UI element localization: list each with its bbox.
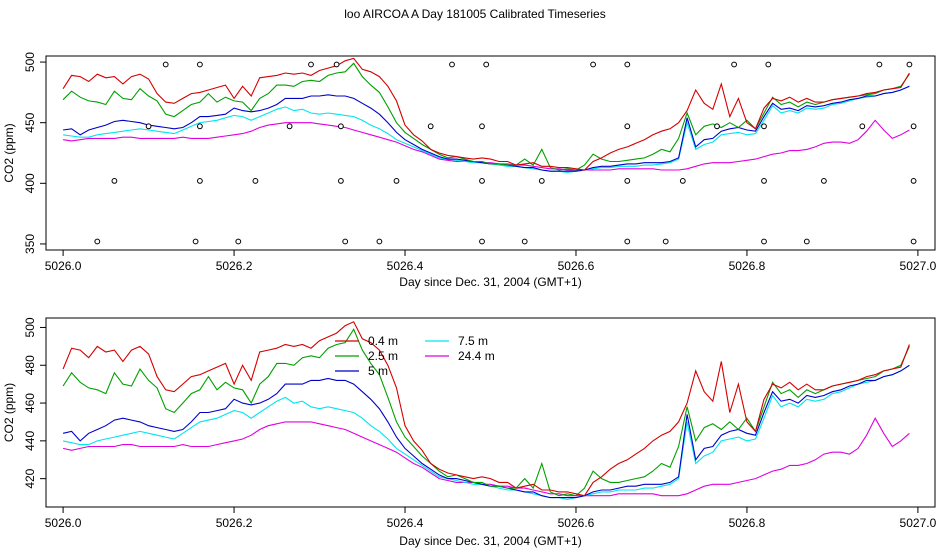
marker-point — [94, 238, 101, 245]
series-line-25m — [62, 328, 910, 497]
marker-point — [192, 238, 199, 245]
y-axis-label: CO2 (ppm) — [2, 123, 16, 182]
y-tick-label: 500 — [23, 317, 37, 337]
marker-point — [197, 61, 203, 68]
legend-label: 0.4 m — [368, 334, 398, 348]
y-tick-label: 350 — [23, 234, 37, 254]
x-tick-label: 5026.8 — [729, 516, 766, 530]
y-tick-label: 480 — [23, 355, 37, 375]
x-tick-label: 5026.6 — [558, 259, 595, 273]
series-line-5m — [62, 364, 910, 499]
legend-label: 24.4 m — [458, 349, 495, 363]
x-tick-label: 5027.0 — [900, 259, 937, 273]
legend-item: 2.5 m — [335, 349, 398, 363]
marker-point — [624, 61, 631, 68]
marker-point — [624, 178, 631, 184]
marker-point — [910, 178, 917, 184]
marker-point — [803, 238, 810, 245]
marker-point — [376, 238, 383, 245]
marker-point — [731, 61, 737, 68]
legend-item: 24.4 m — [425, 349, 495, 363]
legend-item: 7.5 m — [425, 334, 488, 348]
series-line-5m — [63, 85, 910, 172]
marker-point — [235, 238, 242, 245]
marker-point — [342, 238, 349, 245]
legend-item: 5 m — [335, 364, 388, 378]
x-axis-label: Day since Dec. 31, 2004 (GMT+1) — [399, 275, 581, 289]
y-tick-label: 450 — [23, 112, 37, 132]
y-tick-label: 440 — [23, 431, 37, 451]
legend-label: 7.5 m — [458, 334, 488, 348]
marker-point — [197, 178, 203, 184]
x-tick-label: 5026.4 — [387, 259, 424, 273]
series-line-75m — [63, 85, 910, 173]
x-tick-label: 5026.2 — [216, 259, 253, 273]
marker-point — [714, 123, 720, 130]
y-tick-label: 460 — [23, 393, 37, 413]
marker-point — [162, 61, 169, 68]
y-axis-label: CO2 (ppm) — [2, 383, 16, 442]
panel-top: 5026.0 5026.2 5026.4 5026.6 5026.8 5027.0 350 4… — [2, 52, 937, 289]
marker-point — [111, 178, 118, 184]
x-tick-label: 5026.0 — [45, 259, 82, 273]
marker-point — [479, 123, 485, 130]
series-line-04m — [62, 57, 910, 171]
marker-point — [521, 238, 528, 245]
marker-point — [479, 238, 485, 245]
marker-point — [338, 123, 344, 130]
marker-point — [906, 61, 913, 68]
marker-point — [252, 178, 259, 184]
x-tick-label: 5026.8 — [729, 259, 766, 273]
marker-point — [427, 123, 434, 130]
marker-point — [679, 178, 686, 184]
marker-point — [145, 123, 152, 130]
panel-bottom: 5026.0 5026.2 5026.4 5026.6 5026.8 5027.0 420 4… — [2, 317, 937, 548]
marker-point — [761, 178, 767, 184]
marker-point — [876, 61, 883, 68]
x-tick-label: 5026.6 — [558, 516, 595, 530]
marker-point — [765, 61, 772, 68]
marker-point — [662, 238, 669, 245]
marker-point — [761, 238, 767, 245]
marker-point — [910, 238, 917, 245]
y-tick-label: 400 — [23, 173, 37, 193]
series-line-75m — [62, 364, 910, 500]
marker-point — [308, 61, 314, 68]
marker-point — [338, 178, 344, 184]
x-tick-label: 5026.4 — [387, 516, 424, 530]
x-axis-label: Day since Dec. 31, 2004 (GMT+1) — [399, 534, 581, 548]
legend-item: 0.4 m — [335, 334, 398, 348]
legend-label: 2.5 m — [368, 349, 398, 363]
marker-point — [286, 123, 293, 130]
marker-point — [538, 178, 545, 184]
marker-point — [479, 178, 485, 184]
marker-point — [761, 123, 767, 130]
y-tick-label: 420 — [23, 468, 37, 488]
series-line-25m — [62, 62, 910, 171]
marker-point — [483, 61, 490, 68]
marker-point — [910, 123, 917, 130]
plot-frame — [45, 317, 936, 508]
y-tick-label: 500 — [23, 52, 37, 72]
x-tick-label: 5026.2 — [216, 516, 253, 530]
x-tick-label: 5027.0 — [900, 516, 937, 530]
marker-point — [859, 123, 866, 130]
series-group — [62, 321, 910, 500]
legend-label: 5 m — [368, 364, 388, 378]
marker-point — [393, 178, 400, 184]
marker-point — [197, 123, 203, 130]
plot-frame — [45, 55, 936, 251]
marker-point — [624, 123, 631, 130]
marker-point — [449, 61, 455, 68]
marker-point — [590, 61, 596, 68]
marker-point — [333, 61, 340, 68]
marker-point — [624, 238, 631, 245]
legend: 0.4 m2.5 m5 m 7.5 m24.4 m — [335, 334, 495, 378]
page-title: loo AIRCOA A Day 181005 Calibrated Times… — [344, 7, 606, 21]
x-tick-label: 5026.0 — [45, 516, 82, 530]
series-group — [62, 57, 910, 173]
series-line-04m — [62, 321, 910, 497]
marker-point — [821, 178, 827, 184]
